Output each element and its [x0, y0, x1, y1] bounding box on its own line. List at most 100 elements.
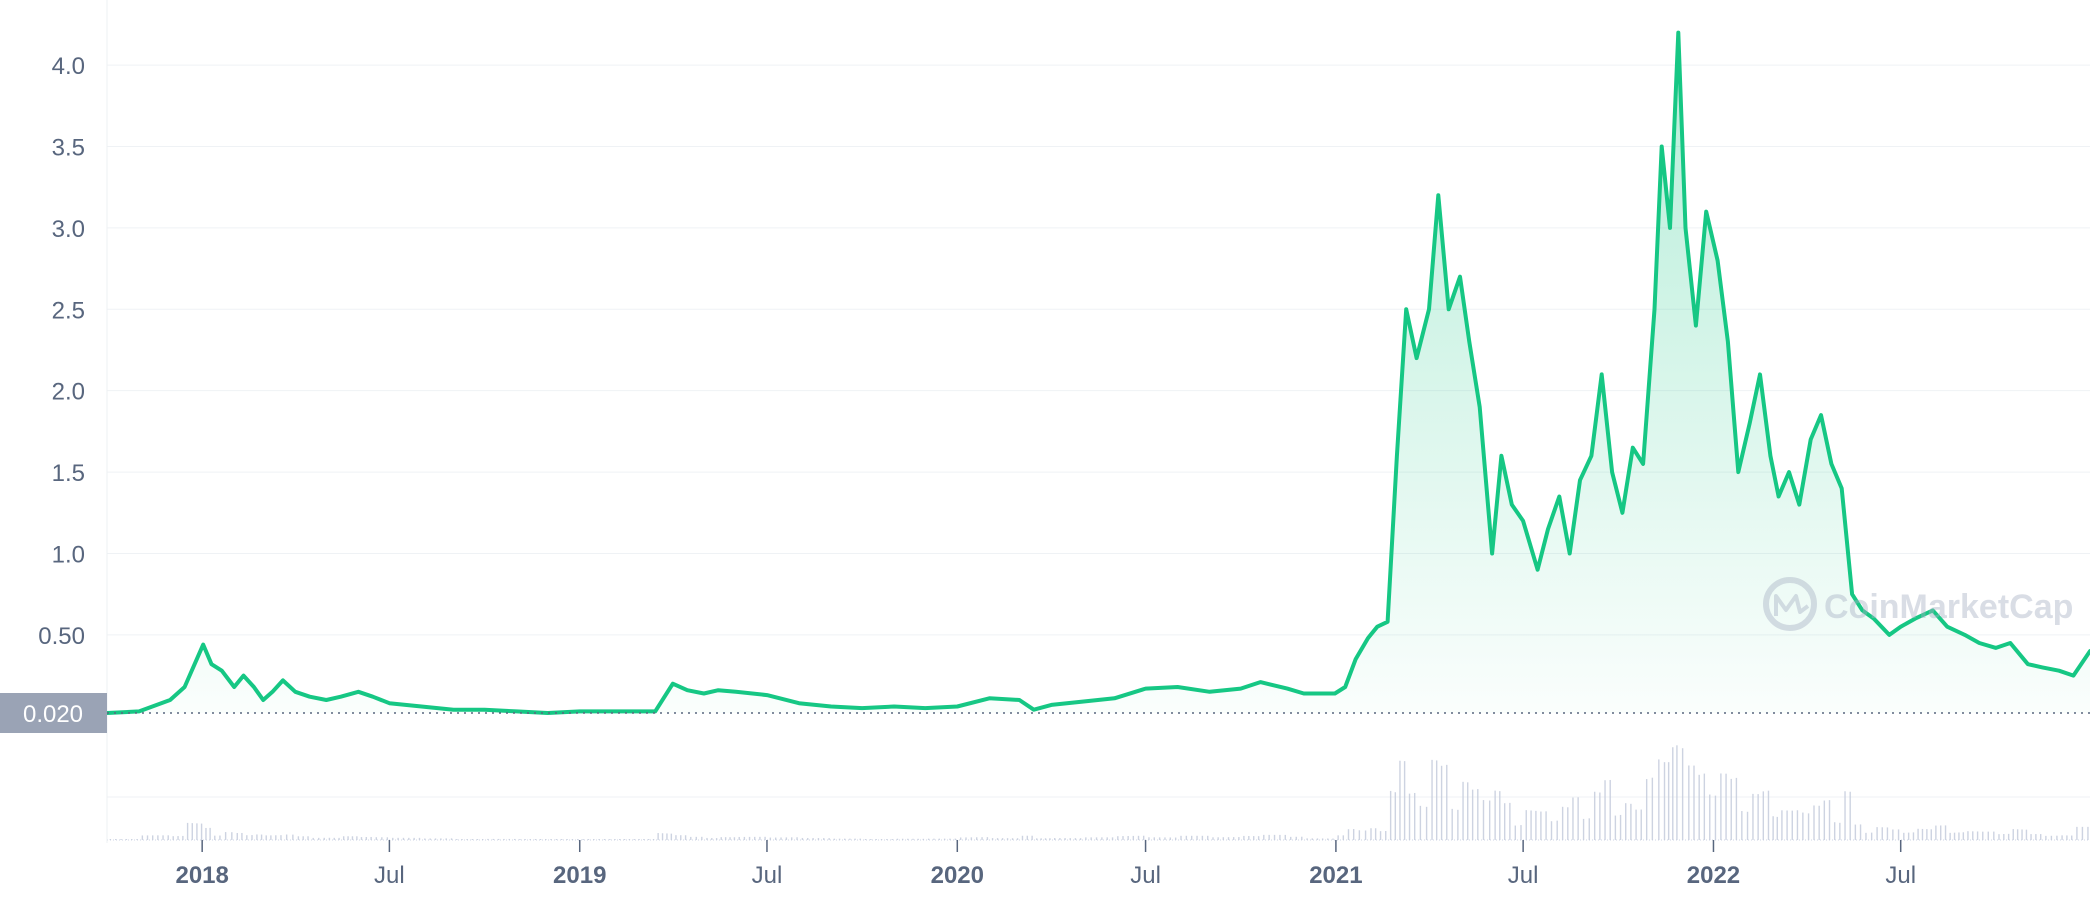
volume-bar: [2061, 835, 2063, 840]
volume-bar: [1720, 773, 1722, 840]
volume-bar: [1446, 764, 1448, 840]
volume-bar: [1127, 835, 1129, 840]
volume-bar: [196, 823, 198, 840]
volume-bar: [120, 839, 122, 840]
volume-bar: [886, 839, 888, 840]
volume-bar: [280, 835, 282, 840]
volume-bar: [1253, 836, 1255, 840]
volume-bar: [1949, 832, 1951, 840]
volume-bar: [748, 836, 751, 840]
volume-bar: [241, 832, 243, 840]
volume-bar: [859, 838, 861, 840]
volume-bar: [965, 837, 967, 840]
x-tick-label: 2018: [175, 862, 228, 889]
volume-bar: [1301, 836, 1303, 840]
volume-bar: [1926, 829, 1928, 840]
volume-bar: [534, 839, 537, 840]
volume-bar: [1148, 837, 1150, 840]
volume-bar: [302, 836, 304, 840]
volume-bar: [1561, 806, 1564, 840]
volume-bar: [582, 839, 584, 840]
volume-bar: [724, 837, 727, 840]
volume-bar: [381, 837, 383, 840]
volume-bar: [1364, 830, 1367, 840]
volume-bar: [675, 835, 677, 840]
x-axis: 2018 Jul 2019 Jul 2020 Jul 2021 Jul 2022 Jul: [175, 840, 1916, 889]
volume-bar: [701, 836, 703, 840]
volume-bar: [844, 838, 846, 840]
volume-bar: [555, 839, 558, 840]
volume-bar: [1962, 832, 1965, 840]
y-tick-label: 2.5: [52, 297, 85, 324]
volume-bar: [1316, 838, 1319, 840]
volume-bar: [1142, 835, 1145, 840]
volume-bar: [550, 839, 552, 840]
volume-bar: [1640, 809, 1642, 840]
volume-bar: [1101, 837, 1103, 840]
volume-bar: [1982, 831, 1984, 840]
volume-bar: [172, 836, 174, 840]
price-area-fill: [107, 32, 2090, 714]
volume-bar: [1169, 837, 1172, 840]
volume-bar: [938, 838, 940, 840]
volume-bar: [2045, 835, 2047, 840]
volume-bar: [1095, 837, 1098, 840]
volume-bar: [360, 837, 363, 840]
volume-bar: [1663, 762, 1666, 840]
volume-bar: [519, 839, 521, 840]
volume-bar: [764, 836, 766, 840]
volume-bar: [1440, 765, 1443, 840]
volume-bar: [1514, 825, 1516, 840]
price-area: [105, 30, 2090, 715]
x-tick-label: Jul: [1130, 862, 1161, 889]
volume-bar: [1457, 809, 1459, 840]
volume-bar: [1153, 837, 1155, 840]
volume-bar: [849, 838, 851, 840]
volume-bar: [933, 838, 935, 840]
volume-bar: [285, 834, 288, 840]
volume-bar: [1431, 759, 1433, 840]
volume-bar: [1232, 837, 1235, 840]
volume-bar: [1987, 831, 1989, 840]
volume-bar: [1419, 805, 1422, 840]
x-tick-label: 2019: [553, 862, 606, 889]
volume-bar: [351, 836, 354, 840]
volume-bar: [418, 837, 421, 840]
y-tick-label: 1.5: [52, 460, 85, 487]
volume-bar: [743, 836, 746, 840]
volume-bar: [1342, 835, 1345, 840]
volume-bar: [891, 839, 893, 840]
volume-bar: [513, 838, 516, 840]
volume-bar: [151, 835, 154, 840]
volume-bar: [1681, 748, 1684, 840]
volume-bar: [661, 833, 664, 840]
volume-bar: [312, 837, 314, 840]
volume-bar: [413, 837, 415, 840]
volume-bar: [1379, 831, 1382, 840]
volume-bar: [545, 839, 547, 840]
volume-bar: [1332, 838, 1334, 840]
volume-bar: [2071, 835, 2073, 840]
volume-bar: [1488, 800, 1491, 840]
volume-bar: [1212, 837, 1214, 840]
watermark-icon-mark: [1774, 594, 1810, 616]
volume-bar: [1892, 829, 1894, 840]
watermark-icon: [1763, 577, 1817, 631]
volume-bar: [1746, 811, 1749, 840]
volume-bar: [785, 837, 788, 840]
volume-bar: [2035, 834, 2037, 840]
volume-bar: [1907, 832, 1910, 840]
volume-bar: [1374, 828, 1377, 840]
volume-bar: [445, 838, 447, 840]
volume-bar: [561, 839, 563, 840]
volume-bar: [1614, 815, 1617, 840]
volume-bar: [487, 838, 489, 840]
volume-bar: [2012, 829, 2014, 840]
volume-bar: [492, 838, 494, 840]
volume-bar: [1238, 837, 1240, 840]
volume-bar: [1625, 803, 1627, 840]
volume-bar: [1865, 832, 1867, 840]
volume-bar: [1031, 835, 1033, 840]
